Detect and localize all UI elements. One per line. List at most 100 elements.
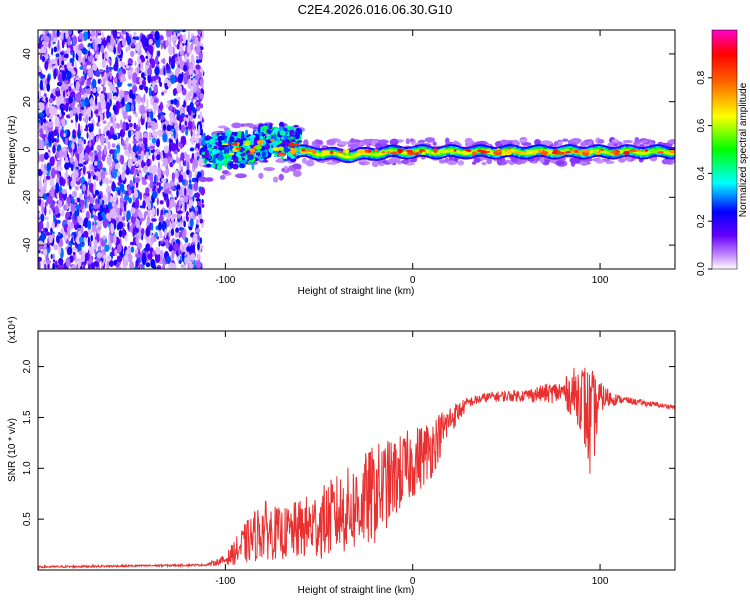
spectrogram-cell	[84, 97, 90, 107]
spectrogram-cell	[70, 52, 74, 56]
spectrogram-cell	[48, 40, 51, 49]
snr-y-tick-label: 2.0	[22, 359, 33, 373]
spectrogram-cell	[86, 132, 89, 139]
spectrogram-cell	[115, 163, 120, 170]
spectrogram-cell	[53, 68, 57, 80]
spectrogram-cell	[138, 155, 141, 160]
spectrogram-cell	[162, 124, 167, 131]
spectrogram-cell	[153, 151, 157, 157]
spectrogram-cell	[102, 86, 107, 92]
spectrogram-cell	[69, 147, 73, 153]
spectrogram-cell	[134, 61, 137, 66]
spectrogram-cell	[57, 264, 63, 269]
spectrogram-cell	[88, 67, 94, 78]
spectrogram-cell	[199, 186, 206, 196]
spectrogram-cell	[193, 85, 197, 93]
spectrogram-cell	[369, 139, 379, 144]
spectrogram-cell	[135, 163, 139, 167]
spectrogram-cell	[74, 158, 78, 167]
spectrogram-cell	[89, 151, 94, 157]
spectrogram-cell	[124, 145, 126, 150]
spectrogram-cell	[77, 138, 83, 145]
spectrogram-cell	[273, 176, 279, 183]
spectrogram-cell	[78, 113, 82, 122]
spectrogram-cell	[197, 128, 201, 135]
spectrogram-cell	[78, 123, 81, 134]
spectrogram-cell	[658, 149, 662, 153]
spectrogram-cell	[79, 84, 82, 93]
spectrogram-cell	[176, 109, 180, 117]
spectrogram-cell	[381, 151, 386, 154]
spectrogram-cell	[375, 153, 379, 157]
spectrogram-cell	[165, 166, 169, 178]
spectrogram-cell	[588, 150, 592, 154]
spectrogram-cell	[172, 116, 177, 124]
spectrogram-cell	[292, 163, 302, 170]
spectrogram-cell	[171, 221, 176, 229]
snr-x-tick-label: 100	[592, 576, 609, 587]
spectrogram-cell	[453, 149, 457, 152]
spectrogram-cell	[82, 57, 85, 65]
spectrogram-cell	[342, 154, 346, 158]
spectrogram-cell	[90, 156, 95, 163]
spectrogram-cell	[38, 139, 42, 149]
snr-plot	[38, 367, 675, 570]
spectrogram-cell	[326, 152, 330, 155]
spectrogram-cell	[433, 148, 438, 154]
spectrogram-cell	[158, 112, 161, 121]
spectrogram-cell	[160, 42, 163, 50]
spectrogram-cell	[142, 200, 146, 209]
spectrogram-cell	[377, 139, 389, 144]
spectrogram-cell	[245, 129, 249, 136]
spectrogram-cell	[98, 150, 102, 156]
spectrogram-cell	[321, 152, 325, 156]
spectrogram-cell	[104, 244, 110, 252]
spectrogram-cell	[89, 138, 92, 148]
spectrogram-cell	[532, 151, 537, 155]
spectrogram-cell	[262, 160, 269, 163]
spectrogram-cell	[102, 78, 106, 86]
spectrogram-cell	[129, 224, 133, 233]
spectrogram-cell	[147, 201, 151, 210]
spectrogram-cell	[193, 93, 197, 98]
spectrogram-cell	[338, 150, 342, 154]
spectrogram-cell	[59, 67, 65, 71]
spectrogram-cell	[132, 140, 138, 144]
spectrogram-cell	[116, 255, 123, 263]
spectrogram-cell	[180, 152, 185, 161]
spectrogram-cell	[108, 58, 111, 64]
spectrogram-cell	[71, 264, 77, 269]
spectrogram-cell	[59, 176, 64, 187]
spectrogram-cell	[38, 212, 41, 218]
spectrogram-cell	[316, 153, 321, 156]
spectrogram-cell	[316, 139, 323, 145]
spectrogram-cell	[131, 42, 135, 48]
spectrogram-cell	[289, 129, 295, 136]
spectrogram-cell	[96, 222, 102, 227]
spectrogram-cell	[103, 145, 107, 156]
spectrogram-cell	[184, 120, 188, 127]
spectrogram-cell	[646, 150, 651, 154]
spectrogram-cell	[111, 180, 115, 191]
spectrogram-cell	[284, 141, 290, 147]
colorbar-tick-label: 0.4	[696, 166, 707, 180]
spectrogram-cell	[139, 104, 145, 116]
spectrogram-cell	[43, 41, 48, 46]
spectrogram-cell	[445, 149, 449, 153]
spectrogram-cell	[257, 126, 261, 134]
spectrogram-cell	[178, 73, 183, 84]
spectrogram-cell	[67, 47, 71, 53]
spectrogram-cell	[178, 246, 181, 256]
snr-series-line	[38, 367, 675, 570]
spectrogram-cell	[169, 198, 175, 208]
spectrogram-cell	[106, 255, 112, 262]
spectrogram-cell	[144, 174, 148, 180]
spectrogram-cell	[205, 138, 210, 141]
spectrogram-cell	[89, 196, 95, 204]
spectrogram-cell	[38, 249, 41, 254]
spectrogram-cell	[120, 119, 123, 129]
spectrogram-cell	[319, 153, 323, 156]
spectrogram-cell	[663, 150, 667, 154]
spectrogram-cell	[40, 232, 47, 241]
spectrogram-cell	[229, 136, 235, 143]
